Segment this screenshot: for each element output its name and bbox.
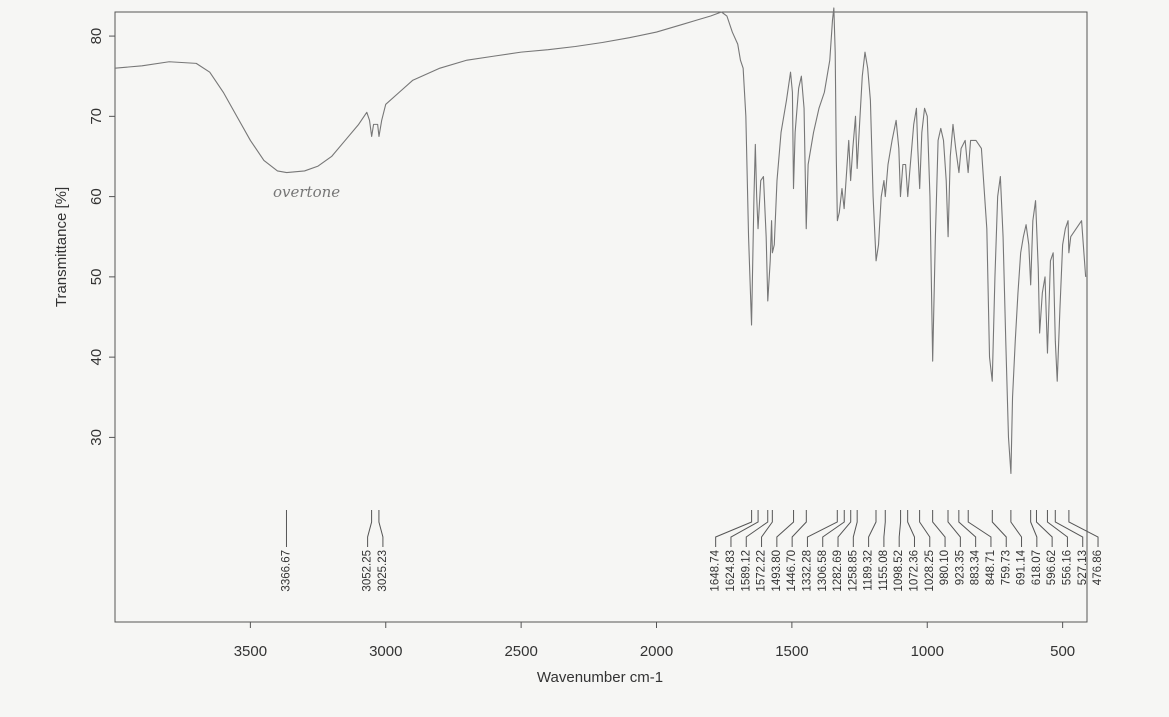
peak-leader: [1054, 510, 1084, 547]
peak-label: 1028.25: [924, 550, 936, 592]
peak-leader: [1046, 510, 1068, 547]
peak-label: 1493.80: [771, 550, 783, 592]
peak-label: 3025.23: [377, 550, 389, 592]
peak-label: 476.86: [1092, 550, 1104, 585]
x-tick-label: 2000: [640, 643, 673, 660]
peak-label: 1258.85: [847, 550, 859, 592]
peak-label: 1624.83: [725, 550, 737, 592]
peak-leader: [883, 510, 886, 547]
peak-leader: [806, 510, 838, 547]
y-tick-label: 40: [88, 349, 105, 366]
y-axis-title: Transmittance [%]: [53, 187, 70, 307]
peak-label: 556.16: [1061, 550, 1073, 585]
peak-leader: [898, 510, 902, 547]
y-tick-label: 70: [88, 108, 105, 125]
x-axis-title: Wavenumber cm-1: [537, 669, 663, 686]
peak-leader: [932, 510, 946, 547]
peak-leader: [745, 510, 769, 547]
peak-label: 596.62: [1046, 550, 1058, 585]
peak-label: 1189.32: [863, 550, 875, 591]
peak-leader: [1068, 510, 1099, 547]
peak-leader: [715, 510, 753, 547]
peak-leader: [367, 510, 373, 547]
peak-label: 1648.74: [710, 549, 722, 591]
peak-leader: [947, 510, 961, 547]
peak-leader: [852, 510, 858, 547]
peak-label: 1446.70: [786, 550, 798, 592]
peak-leader: [1010, 510, 1023, 547]
x-tick-label: 3000: [369, 643, 402, 660]
y-tick-label: 60: [88, 188, 105, 205]
plot-frame: [114, 11, 1088, 623]
peak-leader: [378, 510, 384, 547]
peak-label: 759.73: [1000, 550, 1012, 585]
x-tick-label: 1500: [775, 643, 808, 660]
peak-leader: [791, 510, 807, 547]
spectrum-line: [114, 7, 1087, 475]
peak-leader: [1030, 510, 1038, 547]
peak-leader: [730, 510, 759, 547]
peak-label: 1282.69: [832, 550, 844, 592]
x-tick-label: 1000: [911, 643, 944, 660]
peak-label: 1572.22: [756, 550, 768, 592]
peak-label: 618.07: [1031, 550, 1043, 585]
peak-leader: [919, 510, 931, 547]
peak-label: 848.71: [985, 550, 997, 585]
peak-leader: [991, 510, 1007, 547]
peak-label: 1098.52: [893, 550, 905, 592]
peak-label: 527.13: [1077, 550, 1089, 585]
peak-leader: [822, 510, 845, 547]
peak-label: 980.10: [939, 550, 951, 585]
x-tick-label: 3500: [234, 643, 267, 660]
peak-leader: [761, 510, 773, 547]
x-tick-label: 500: [1050, 643, 1075, 660]
peak-label: 3366.67: [281, 550, 293, 592]
peak-label: 691.14: [1016, 549, 1028, 585]
peak-leader: [776, 510, 795, 547]
peak-leader: [868, 510, 877, 547]
peak-label: 1155.08: [878, 550, 890, 591]
peak-label: 1332.28: [801, 550, 813, 592]
peak-label: 3052.25: [362, 550, 374, 592]
peak-label: 1306.58: [817, 550, 829, 592]
y-tick-label: 30: [88, 429, 105, 446]
peak-leader: [1035, 510, 1053, 547]
peak-leader: [967, 510, 992, 547]
y-tick-label: 80: [88, 28, 105, 45]
y-tick-label: 50: [88, 269, 105, 286]
peak-label: 1589.12: [740, 550, 752, 592]
peak-leader: [958, 510, 977, 547]
peak-label: 923.35: [954, 550, 966, 585]
peak-label: 883.34: [970, 549, 982, 585]
x-tick-label: 2500: [504, 643, 537, 660]
handwritten-annotation: overtone: [273, 183, 340, 201]
peak-leader: [837, 510, 852, 547]
peak-leader: [907, 510, 915, 547]
peak-label: 1072.36: [909, 550, 921, 592]
